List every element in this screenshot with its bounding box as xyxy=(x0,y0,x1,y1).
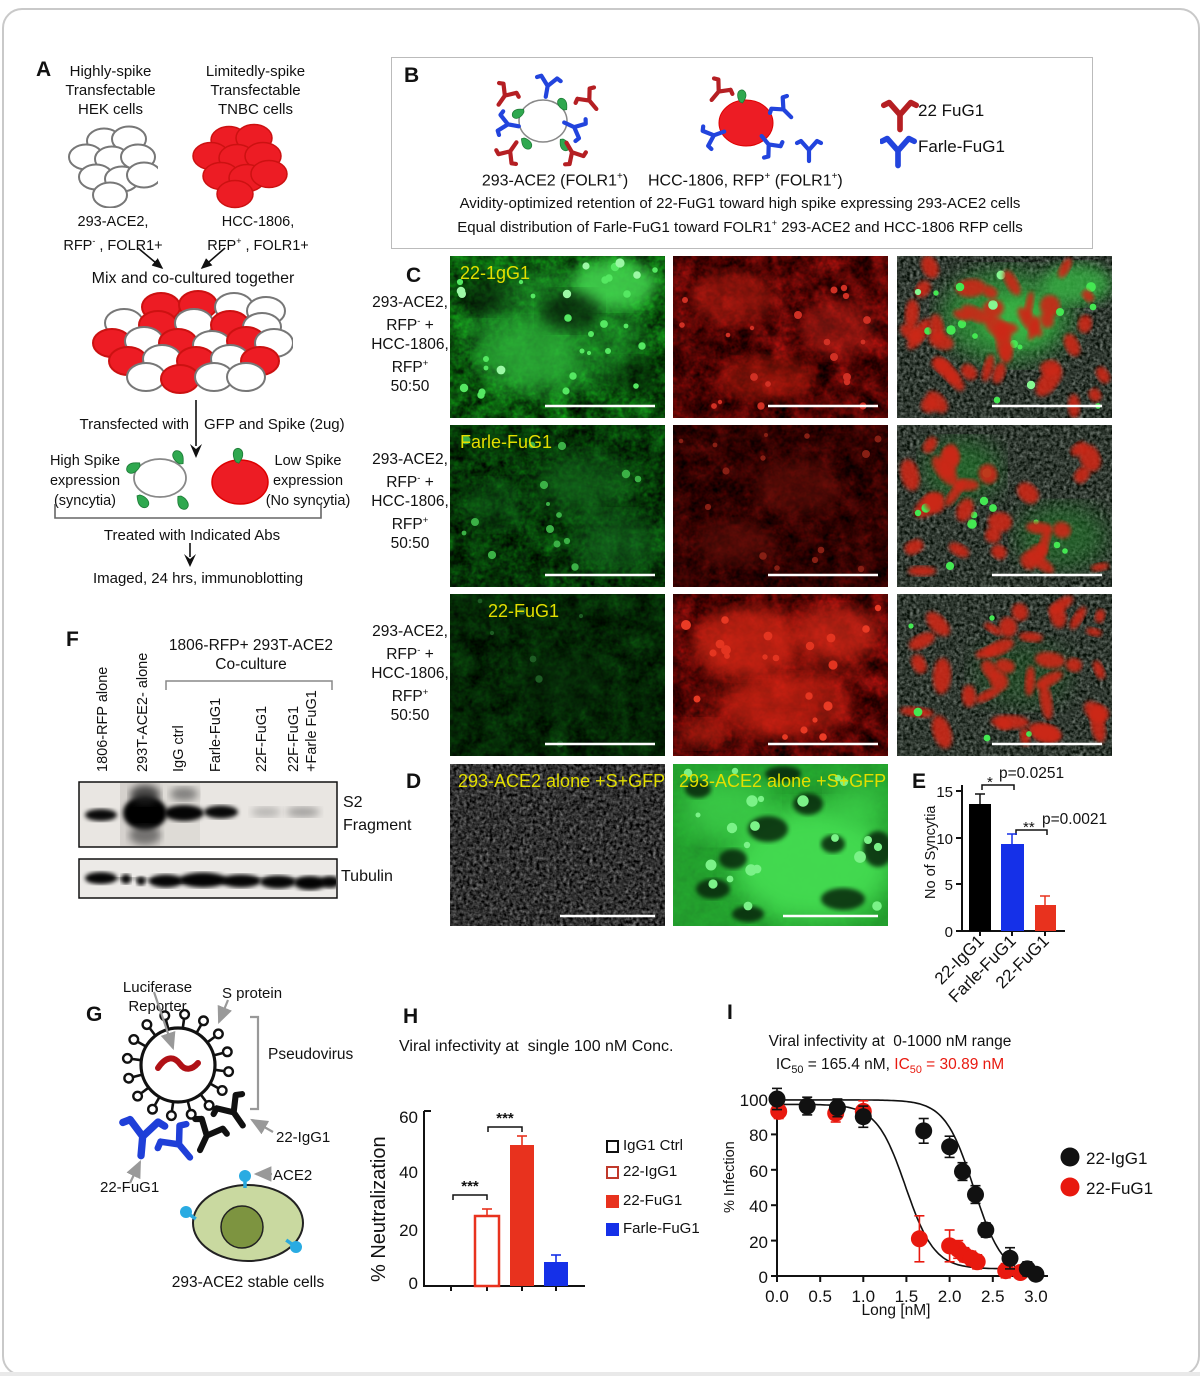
svg-text:20: 20 xyxy=(399,1221,418,1240)
svg-text:60: 60 xyxy=(399,1108,418,1127)
svg-text:1.5: 1.5 xyxy=(895,1287,919,1306)
svg-text:p=0.0021: p=0.0021 xyxy=(1042,811,1107,828)
svg-text:22-FuG1: 22-FuG1 xyxy=(488,601,559,621)
svg-text:60: 60 xyxy=(749,1162,768,1181)
svg-text:20: 20 xyxy=(749,1233,768,1252)
svg-text:80: 80 xyxy=(749,1126,768,1145)
svg-text:**: ** xyxy=(1023,819,1035,836)
svg-text:22F-FuG1: 22F-FuG1 xyxy=(286,706,302,772)
svg-text:Farle-FuG1: Farle-FuG1 xyxy=(460,432,552,452)
svg-text:22-FuG1: 22-FuG1 xyxy=(1086,1179,1153,1198)
svg-text:2.0: 2.0 xyxy=(938,1287,962,1306)
svg-text:22 FuG1: 22 FuG1 xyxy=(918,101,984,120)
svg-text:1806-RFP alone: 1806-RFP alone xyxy=(95,667,111,772)
svg-text:22-IgG1: 22-IgG1 xyxy=(1086,1149,1147,1168)
svg-text:293-ACE2 alone +S+GFP: 293-ACE2 alone +S+GFP xyxy=(679,771,886,791)
svg-text:2.5: 2.5 xyxy=(981,1287,1005,1306)
svg-text:22-1gG1: 22-1gG1 xyxy=(460,263,530,283)
svg-text:15: 15 xyxy=(936,784,953,801)
svg-text:Farle-FuG1: Farle-FuG1 xyxy=(918,137,1005,156)
svg-text:0: 0 xyxy=(945,924,953,941)
svg-text:% Neutralization: % Neutralization xyxy=(368,1136,390,1282)
svg-text:0: 0 xyxy=(759,1268,768,1287)
svg-text:10: 10 xyxy=(936,831,953,848)
svg-text:0.5: 0.5 xyxy=(808,1287,832,1306)
svg-text:No of Syncytia: No of Syncytia xyxy=(923,805,939,899)
svg-text:0.0: 0.0 xyxy=(765,1287,789,1306)
svg-text:293-ACE2 alone +S+GFP: 293-ACE2 alone +S+GFP xyxy=(458,771,665,791)
svg-text:***: *** xyxy=(496,1110,514,1127)
svg-text:1.0: 1.0 xyxy=(851,1287,875,1306)
svg-text:293T-ACE2- alone: 293T-ACE2- alone xyxy=(135,653,151,772)
svg-text:IgG ctrl: IgG ctrl xyxy=(171,725,187,772)
svg-text:22F-FuG1: 22F-FuG1 xyxy=(254,706,270,772)
svg-text:Farle-FuG1: Farle-FuG1 xyxy=(208,698,224,772)
svg-text:5: 5 xyxy=(945,877,953,894)
svg-text:*: * xyxy=(987,774,993,791)
svg-text:0: 0 xyxy=(409,1274,418,1293)
svg-text:Long [nM]: Long [nM] xyxy=(862,1302,931,1319)
svg-text:100: 100 xyxy=(740,1091,768,1110)
svg-text:40: 40 xyxy=(749,1197,768,1216)
svg-text:40: 40 xyxy=(399,1163,418,1182)
svg-text:+Farle FuG1: +Farle FuG1 xyxy=(304,690,320,772)
svg-text:***: *** xyxy=(461,1178,479,1195)
svg-text:3.0: 3.0 xyxy=(1024,1287,1048,1306)
svg-text:p=0.0251: p=0.0251 xyxy=(999,765,1064,782)
svg-text:% Infection: % Infection xyxy=(722,1141,738,1213)
